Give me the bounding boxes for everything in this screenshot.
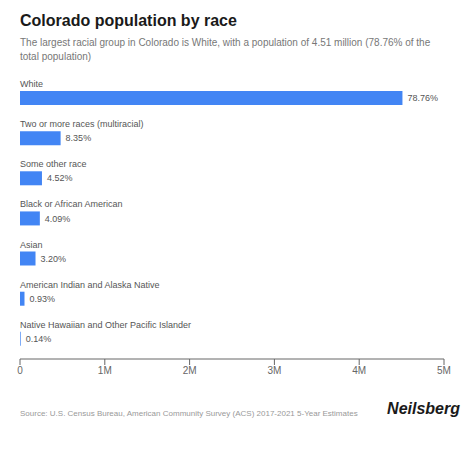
- svg-text:5M: 5M: [437, 365, 451, 376]
- svg-text:White: White: [20, 79, 43, 89]
- html-text:Colorado population by race: Colorado population by race: [20, 12, 237, 29]
- svg-text:Two or more races (multiracial: Two or more races (multiracial): [20, 119, 144, 129]
- svg-text:American Indian and Alaska Nat: American Indian and Alaska Native: [20, 280, 160, 290]
- html-text:Neilsberg: Neilsberg: [387, 400, 460, 417]
- svg-text:Asian: Asian: [20, 240, 43, 250]
- svg-text:4M: 4M: [352, 365, 366, 376]
- svg-text:0: 0: [17, 365, 23, 376]
- svg-text:Some other race: Some other race: [20, 159, 87, 169]
- svg-text:Native Hawaiian and Other Paci: Native Hawaiian and Other Pacific Island…: [20, 320, 191, 330]
- html-text:The largest racial group in Co: The largest racial group in Colorado is …: [20, 37, 431, 62]
- svg-text:0.14%: 0.14%: [26, 334, 52, 344]
- svg-text:0.93%: 0.93%: [29, 294, 55, 304]
- svg-text:3.20%: 3.20%: [41, 254, 67, 264]
- svg-text:8.35%: 8.35%: [66, 133, 92, 143]
- svg-text:1M: 1M: [98, 365, 112, 376]
- svg-text:4.52%: 4.52%: [47, 173, 73, 183]
- svg-text:78.76%: 78.76%: [407, 93, 438, 103]
- svg-text:4.09%: 4.09%: [45, 214, 71, 224]
- svg-text:Black or African American: Black or African American: [20, 199, 123, 209]
- svg-text:2M: 2M: [183, 365, 197, 376]
- svg-text:3M: 3M: [267, 365, 281, 376]
- html-text:Source: U.S. Census Bureau, Am: Source: U.S. Census Bureau, American Com…: [20, 409, 358, 418]
